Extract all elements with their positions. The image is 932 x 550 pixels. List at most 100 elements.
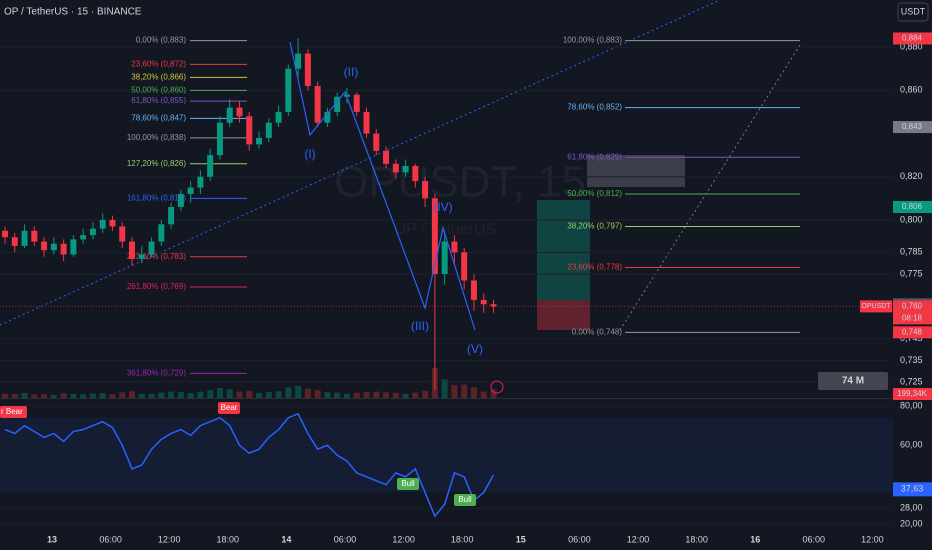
y-tick-label: 0,820 — [900, 171, 923, 181]
fib-label: 0,00% (0,883) — [136, 36, 187, 45]
price-badge-label: 0,806 — [902, 202, 923, 211]
candle-body — [80, 235, 87, 240]
candle-body — [392, 163, 399, 173]
fib-label: 100,00% (0,838) — [127, 133, 186, 142]
candle-body — [363, 111, 370, 134]
volume-bar — [285, 387, 292, 398]
volume-bar — [490, 389, 497, 398]
signal-box — [397, 478, 419, 490]
x-tick-label: 12:00 — [158, 534, 181, 544]
y-tick-label: 0,880 — [900, 41, 923, 51]
alert-icon[interactable] — [490, 380, 504, 394]
candle-body — [314, 85, 321, 123]
volume-badge-label: 199,34K — [897, 389, 927, 398]
x-tick-label: 06:00 — [803, 534, 826, 544]
rsi-badge — [893, 482, 932, 497]
candle-body — [236, 107, 243, 117]
candle-body — [431, 198, 438, 274]
y-tick-label: 0,735 — [900, 355, 923, 365]
volume-bar — [324, 392, 331, 398]
volume-bar — [236, 391, 243, 398]
candle-body — [451, 241, 458, 253]
candle-body — [158, 224, 165, 242]
volume-bar — [158, 392, 165, 398]
rsi-line — [4, 412, 495, 518]
volume-bar — [412, 392, 419, 398]
rsi-badge-label: 37,63 — [901, 484, 924, 494]
x-tick-label: 06:00 — [334, 534, 357, 544]
candle-body — [402, 165, 409, 173]
x-tick-label: 12:00 — [392, 534, 415, 544]
candle-body — [373, 133, 380, 151]
volume-bar — [80, 394, 87, 398]
price-badge-label: 0,760 — [902, 301, 923, 310]
fib-label: 100,00% (0,883) — [563, 36, 622, 45]
volume-bar — [138, 393, 145, 398]
volume-bar — [148, 393, 155, 398]
volume-bar — [392, 393, 399, 398]
y-tick-label: 0,800 — [900, 214, 923, 224]
candle-body — [353, 94, 360, 112]
price-badge-label: 0,843 — [902, 122, 923, 131]
pane-divider — [0, 398, 893, 399]
countdown: 08:18 — [902, 313, 923, 322]
candle-body — [197, 176, 204, 188]
wave-label: (V) — [467, 342, 483, 356]
candle-body — [441, 241, 448, 274]
volume-bar — [480, 391, 487, 398]
volume-bar — [2, 393, 8, 398]
fib-label: 23,60% (0,872) — [131, 59, 186, 68]
candle-body — [41, 241, 48, 251]
rsi-band — [0, 418, 893, 492]
fib-label: 361,80% (0,729) — [127, 368, 186, 377]
fib-label: 61,80% (0,855) — [131, 96, 186, 105]
candle-body — [246, 116, 253, 145]
volume-bar — [265, 391, 272, 398]
x-tick-label: 18:00 — [217, 534, 240, 544]
candle-body — [265, 122, 272, 138]
candle-body — [285, 68, 292, 112]
volume-bar — [295, 385, 302, 398]
price-badge — [893, 32, 932, 45]
price-badge — [893, 200, 932, 213]
fib-label: 78,60% (0,847) — [131, 114, 186, 123]
ruler-box — [818, 372, 888, 390]
symbol-tag-label: OPUSDT — [861, 303, 891, 310]
signal-label: r Bear — [1, 407, 23, 416]
candle-body — [470, 280, 477, 300]
volume-bar — [343, 393, 350, 398]
volume-bar — [334, 392, 341, 398]
candle-body — [412, 165, 419, 182]
candle-body — [207, 155, 214, 177]
candle-body — [295, 53, 302, 69]
projection-line — [619, 44, 801, 331]
candle-body — [11, 237, 18, 246]
x-tick-label: 15 — [516, 534, 526, 544]
candle-body — [129, 241, 136, 259]
x-tick-label: 14 — [281, 534, 291, 544]
watermark-sub: OP / TetherUS — [394, 221, 497, 238]
fib-label: 38,20% (0,797) — [567, 222, 622, 231]
volume-bar — [50, 394, 57, 398]
volume-bar — [353, 393, 360, 398]
long-stop-zone — [537, 300, 590, 330]
rsi-tick-label: 80,00 — [900, 400, 923, 410]
candle-body — [31, 230, 38, 242]
volume-bar — [129, 391, 136, 398]
wave-label: (III) — [411, 319, 429, 333]
volume-bar — [187, 393, 194, 398]
signal-label: Bull — [401, 479, 415, 488]
trend-line — [0, 0, 721, 326]
zone-box — [587, 155, 685, 187]
signal-box — [454, 494, 476, 506]
signal-box — [0, 406, 27, 418]
candle-body — [216, 122, 223, 156]
long-target-zone — [537, 200, 590, 300]
rsi-tick-label: 60,00 — [900, 440, 923, 450]
rsi-tick-label: 28,00 — [900, 503, 923, 513]
fib-label: 50,00% (0,812) — [567, 189, 622, 198]
price-badge-label: 0,884 — [902, 34, 923, 43]
candle-body — [70, 239, 77, 255]
x-tick-label: 13 — [47, 534, 57, 544]
fib-label: 0,00% (0,748) — [572, 327, 623, 336]
